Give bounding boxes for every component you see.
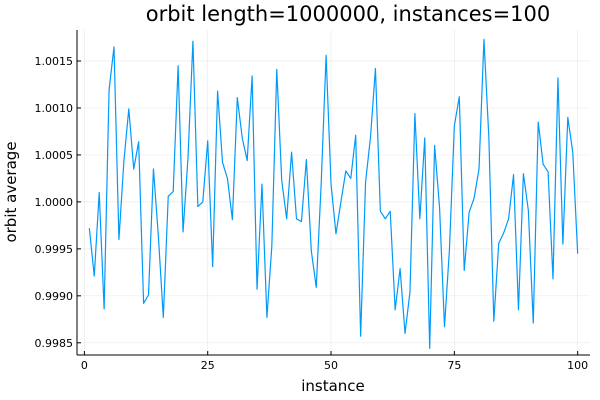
x-tick-label: 100: [567, 359, 588, 372]
y-tick-label: 1.0015: [35, 55, 74, 68]
y-tick-label: 1.0005: [35, 149, 74, 162]
chart-title: orbit length=1000000, instances=100: [146, 2, 551, 26]
x-tick-label: 50: [324, 359, 338, 372]
y-tick-label: 1.0010: [35, 102, 74, 115]
grid: [77, 30, 590, 355]
series-line-y1: [88, 38, 579, 350]
y-tick-label: 1.0000: [35, 196, 74, 209]
y-tick-label: 0.9985: [35, 337, 74, 350]
y-axis-label: orbit average: [2, 141, 20, 242]
axis-ticks: 0 25 50 75 100 0.9985 0.9990 0.9995 1.0000 1.0005…: [35, 55, 589, 372]
x-tick-label: 25: [201, 359, 215, 372]
x-axis-label: instance: [301, 377, 365, 395]
y-tick-label: 0.9995: [35, 243, 74, 256]
x-tick-label: 0: [81, 359, 88, 372]
y-tick-label: 0.9990: [35, 290, 74, 303]
series-layer: [88, 38, 579, 350]
x-tick-label: 75: [447, 359, 461, 372]
